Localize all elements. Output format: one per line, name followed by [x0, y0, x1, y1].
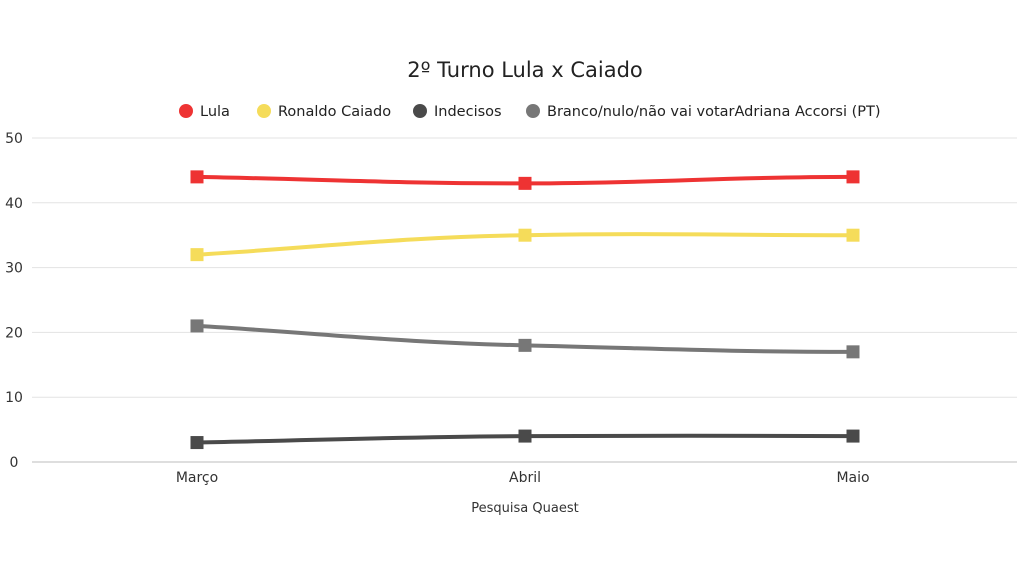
y-tick-label: 10: [5, 390, 23, 406]
data-point: [846, 345, 860, 359]
y-tick-label: 40: [5, 196, 23, 212]
legend: Lula Ronaldo Caiado Indecisos Branco/nulo/n…: [179, 104, 881, 120]
legend-swatch: [179, 104, 193, 118]
data-point: [518, 429, 532, 443]
data-point: [846, 429, 860, 443]
data-point: [190, 319, 204, 333]
y-tick-label: 30: [5, 261, 23, 277]
legend-swatch: [413, 104, 427, 118]
y-tick-label: 0: [10, 455, 19, 471]
data-point: [190, 248, 204, 262]
series-lines: [195, 174, 855, 445]
data-point: [846, 170, 860, 184]
legend-item[interactable]: Indecisos: [413, 104, 502, 120]
legend-label: Lula: [200, 104, 230, 120]
x-tick-label: Março: [176, 470, 218, 486]
legend-label: Ronaldo Caiado: [278, 104, 391, 120]
legend-label: Indecisos: [434, 104, 502, 120]
x-tick-label: Maio: [836, 470, 869, 486]
data-point: [846, 228, 860, 242]
legend-swatch: [526, 104, 540, 118]
legend-item[interactable]: Lula: [179, 104, 230, 120]
data-point: [518, 228, 532, 242]
chart-title: 2º Turno Lula x Caiado: [407, 58, 643, 82]
data-point: [518, 338, 532, 352]
data-point: [190, 170, 204, 184]
data-point: [518, 176, 532, 190]
y-tick-label: 50: [5, 131, 23, 147]
legend-item[interactable]: Branco/nulo/não vai votarAdriana Accorsi…: [526, 104, 881, 120]
legend-item[interactable]: Ronaldo Caiado: [257, 104, 391, 120]
y-tick-label: 20: [5, 325, 23, 341]
legend-label: Branco/nulo/não vai votarAdriana Accorsi…: [547, 104, 881, 120]
x-tick-label: Abril: [509, 470, 541, 486]
legend-swatch: [257, 104, 271, 118]
data-point: [190, 436, 204, 450]
y-axis: 0 10 20 30 40 50: [5, 131, 23, 471]
series-markers: [190, 170, 860, 450]
x-axis-label: Pesquisa Quaest: [471, 501, 578, 516]
x-axis: Março Abril Maio: [176, 470, 870, 486]
